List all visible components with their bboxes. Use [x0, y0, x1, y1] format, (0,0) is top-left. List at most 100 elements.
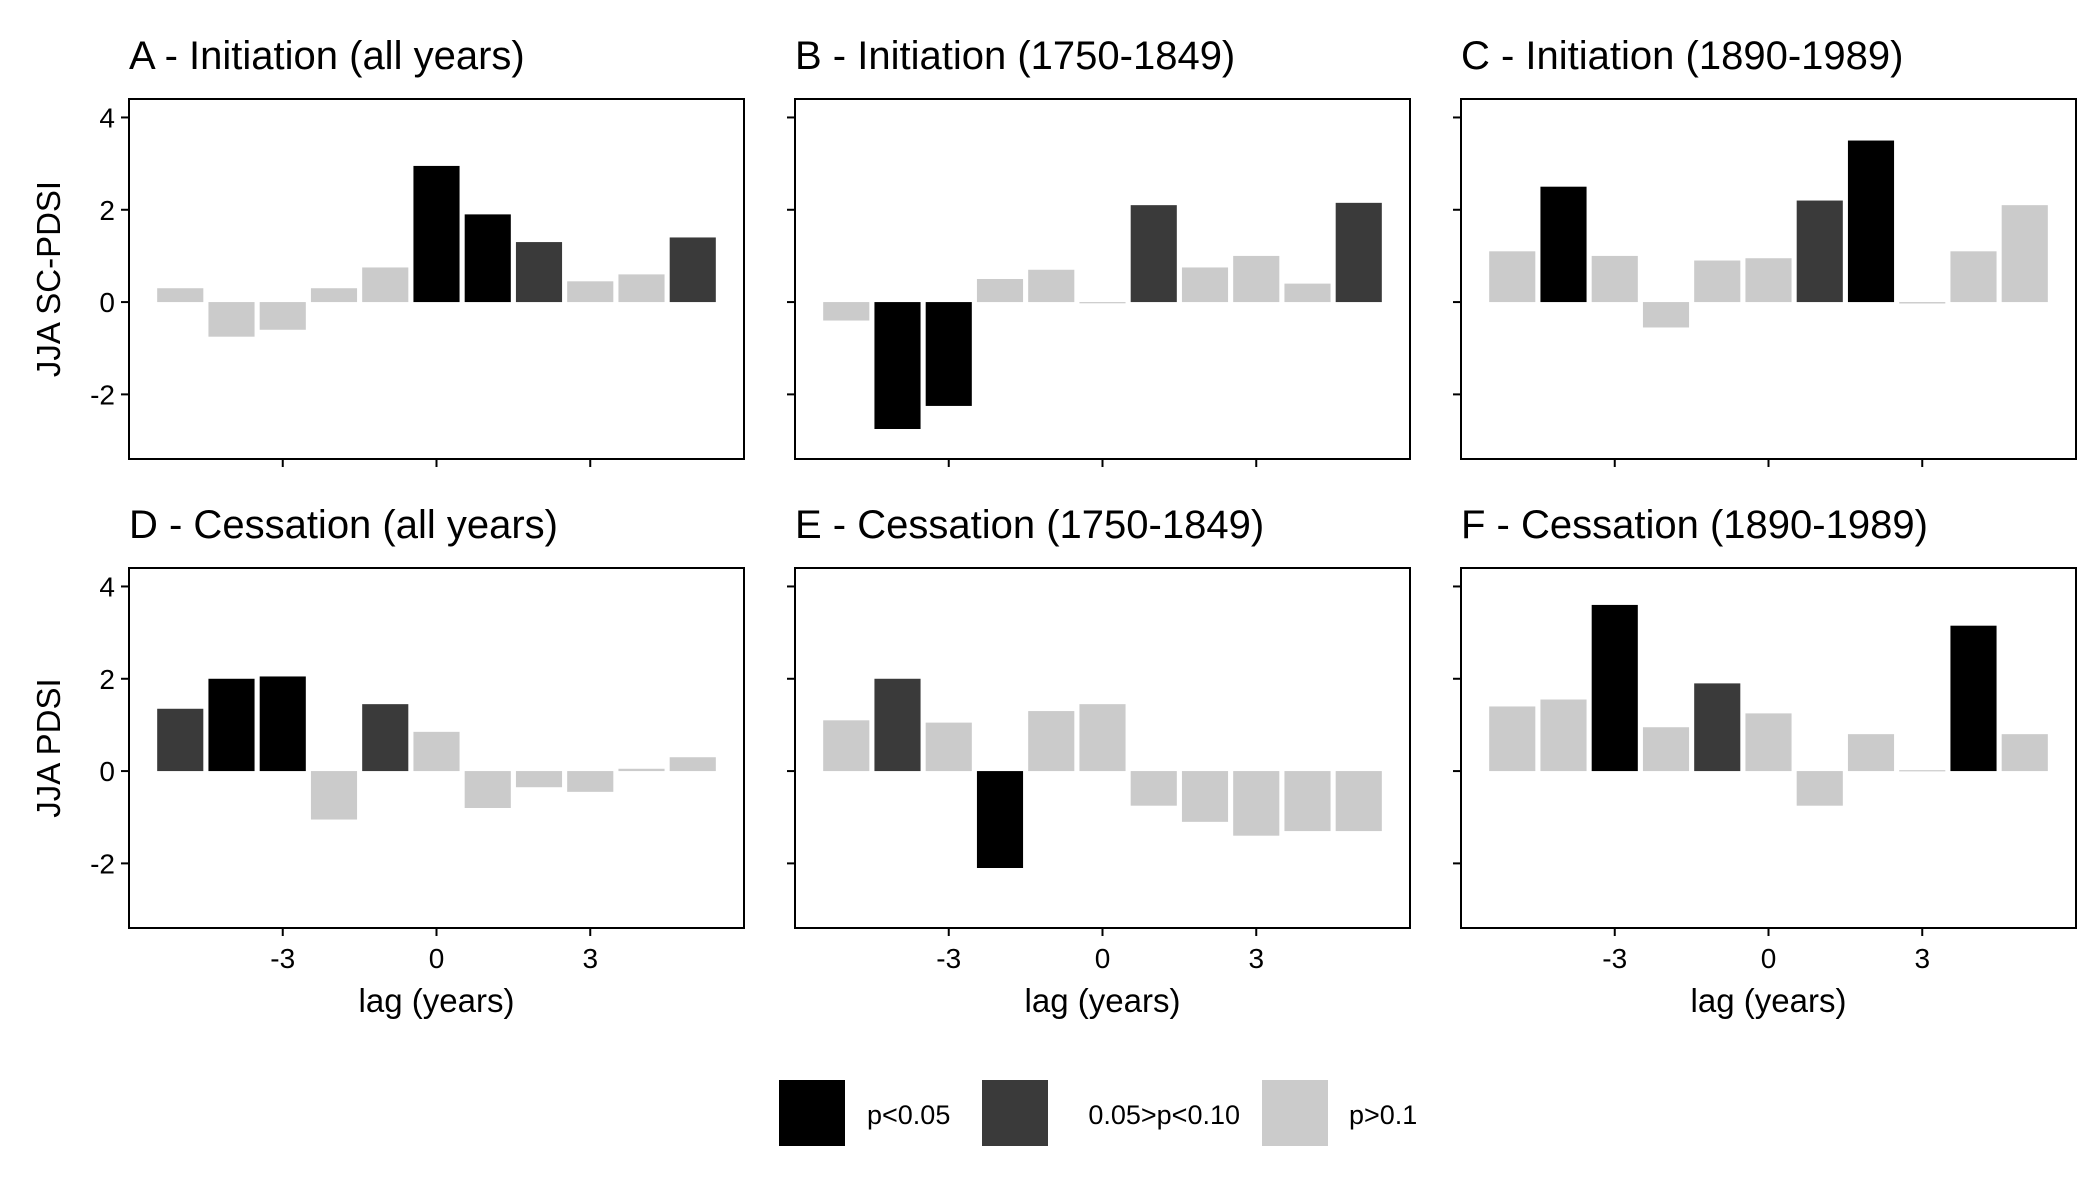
bar-lag-1	[464, 214, 511, 303]
bar-lag--3	[925, 302, 972, 406]
bar-lag--3	[1591, 604, 1638, 772]
x-tick-label: -3	[270, 943, 295, 974]
x-tick-label: -3	[936, 943, 961, 974]
bar-lag--3	[259, 676, 306, 772]
bar-lag-2	[1847, 140, 1895, 303]
x-axis-label: lag (years)	[359, 982, 515, 1019]
bar-lag-3	[1899, 770, 1946, 772]
bar-lag-3	[1899, 302, 1946, 304]
bar-lag-1	[464, 771, 511, 808]
legend-label: p>0.1	[1349, 1100, 1417, 1130]
bar-lag-4	[618, 768, 665, 772]
panel-title: A - Initiation (all years)	[129, 34, 525, 78]
x-tick-label: 0	[1095, 943, 1111, 974]
bar-lag-0	[413, 165, 460, 303]
y-tick-label: 0	[99, 756, 115, 787]
x-tick-label: 0	[1761, 943, 1777, 974]
x-axis-label: lag (years)	[1691, 982, 1847, 1019]
bar-lag--1	[1694, 683, 1741, 772]
panel-title: D - Cessation (all years)	[129, 503, 558, 547]
bar-lag-3	[1233, 771, 1280, 836]
bar-lag-5	[2001, 734, 2048, 772]
bar-lag--2	[1642, 727, 1690, 772]
bar-lag--2	[310, 288, 358, 303]
bar-lag-1	[1130, 771, 1177, 806]
bar-lag--2	[976, 279, 1024, 303]
panel-title: F - Cessation (1890-1989)	[1461, 503, 1928, 547]
y-axis-label: JJA PDSI	[30, 678, 67, 817]
bar-lag-2	[515, 771, 563, 788]
bar-lag--1	[362, 267, 409, 303]
bar-lag-0	[413, 731, 460, 772]
bar-lag-2	[515, 242, 563, 303]
bar-lag-4	[1284, 283, 1331, 303]
bar-lag-0	[1079, 704, 1126, 772]
bar-lag-1	[1796, 200, 1843, 303]
bar-lag-0	[1745, 258, 1792, 303]
bar-lag--3	[259, 302, 306, 330]
panel-title: C - Initiation (1890-1989)	[1461, 34, 1903, 78]
bar-lag--2	[1642, 302, 1690, 328]
bar-lag--4	[1540, 699, 1587, 772]
legend-label: 0.05>p<0.10	[1088, 1100, 1240, 1130]
x-tick-label: -3	[1602, 943, 1627, 974]
y-axis-label: JJA SC-PDSI	[30, 181, 67, 377]
y-tick-label: 2	[99, 195, 115, 226]
bar-lag-1	[1796, 771, 1843, 806]
bar-lag--5	[1489, 251, 1536, 303]
bar-lag--5	[1489, 706, 1536, 772]
x-tick-label: 0	[429, 943, 445, 974]
legend: p<0.05 0.05>p<0.10 p>0.1	[779, 1080, 1417, 1146]
bar-lag-2	[1181, 771, 1229, 822]
legend-swatch	[1262, 1080, 1328, 1146]
bar-lag--4	[874, 678, 921, 772]
legend-label: p<0.05	[867, 1100, 950, 1130]
bar-lag--4	[874, 302, 921, 429]
bar-lag--2	[976, 771, 1024, 868]
legend-swatch	[982, 1080, 1048, 1146]
bar-lag--4	[208, 678, 255, 772]
x-axis-label: lag (years)	[1025, 982, 1181, 1019]
bar-lag-3	[567, 771, 614, 792]
bar-lag--3	[925, 722, 972, 772]
bar-lag--3	[1591, 255, 1638, 303]
bar-lag-0	[1079, 302, 1126, 304]
bar-lag-2	[1847, 734, 1895, 772]
x-tick-label: 3	[1914, 943, 1930, 974]
bar-lag-1	[1130, 205, 1177, 303]
bar-lag-5	[1335, 771, 1382, 832]
y-tick-label: 4	[99, 571, 115, 602]
bar-lag-4	[1284, 771, 1331, 832]
bar-lag-5	[2001, 205, 2048, 303]
y-tick-label: 0	[99, 287, 115, 318]
panel-title: B - Initiation (1750-1849)	[795, 34, 1235, 78]
bar-lag--1	[1694, 260, 1741, 303]
bar-lag-3	[1233, 255, 1280, 303]
y-tick-label: -2	[90, 379, 115, 410]
x-tick-label: 3	[1248, 943, 1264, 974]
panel-b: B - Initiation (1750-1849)	[787, 34, 1411, 467]
bar-lag-4	[1950, 625, 1997, 772]
bar-lag--4	[208, 302, 255, 337]
panel-title: E - Cessation (1750-1849)	[795, 503, 1264, 547]
panel-d: D - Cessation (all years) -2 0 2 4 -3 0 3 lag (y…	[30, 503, 745, 1019]
y-tick-label: -2	[90, 848, 115, 879]
bar-lag-4	[1950, 251, 1997, 303]
panel-c: C - Initiation (1890-1989)	[1453, 34, 2077, 467]
legend-swatch	[779, 1080, 845, 1146]
bar-lag-3	[567, 281, 614, 303]
bar-lag--4	[1540, 186, 1587, 303]
x-tick-label: 3	[582, 943, 598, 974]
bar-lag--5	[157, 708, 204, 772]
bar-lag--1	[1028, 711, 1075, 772]
panel-e: E - Cessation (1750-1849) -3 0 3 lag (years)	[787, 503, 1411, 1019]
y-tick-label: 4	[99, 102, 115, 133]
bar-lag-2	[1181, 267, 1229, 303]
bar-lag-5	[669, 757, 716, 772]
bar-lag--5	[157, 288, 204, 303]
bar-lag--2	[310, 771, 358, 820]
panel-a: A - Initiation (all years) -2 0 2 4 JJA SC-PD…	[30, 34, 745, 467]
bar-lag-5	[1335, 202, 1382, 303]
bar-lag-4	[618, 274, 665, 303]
